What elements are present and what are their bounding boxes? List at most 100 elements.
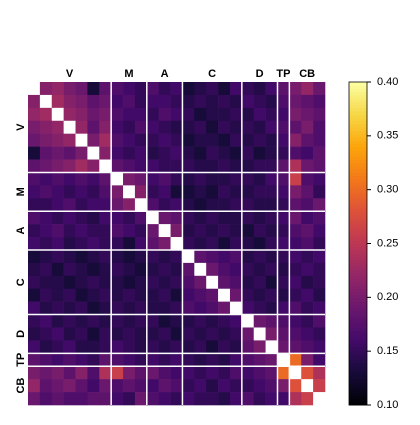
heat-cell	[241, 262, 255, 277]
heat-cell	[194, 120, 207, 134]
heat-cell	[253, 275, 266, 290]
heat-cell	[87, 133, 100, 147]
heat-cell	[277, 353, 290, 367]
heat-cell	[99, 301, 112, 315]
heat-cell	[51, 237, 64, 251]
heat-cell	[123, 275, 136, 290]
heat-cell	[182, 82, 195, 96]
heat-cell	[194, 94, 207, 109]
heat-cell	[194, 172, 207, 186]
heat-cell	[313, 262, 326, 277]
heat-cell	[75, 82, 88, 96]
colorbar-segment	[349, 317, 367, 322]
heat-cell	[123, 237, 136, 251]
group-label-left: V	[15, 123, 27, 131]
heat-cell	[313, 327, 326, 341]
heat-cell	[134, 237, 148, 251]
heat-cell	[39, 133, 53, 147]
heat-cell	[111, 172, 124, 186]
heat-cell	[123, 172, 136, 186]
heat-cell	[301, 133, 314, 147]
colorbar-segment	[349, 127, 367, 131]
colorbar-segment	[349, 114, 367, 119]
heat-cell	[146, 366, 159, 380]
heat-cell	[75, 340, 88, 354]
heat-cell	[277, 314, 290, 328]
heat-cell	[170, 392, 183, 406]
heat-cell	[301, 301, 314, 315]
heat-cell	[218, 107, 231, 122]
colorbar-segment	[349, 227, 367, 232]
heat-cell	[146, 379, 159, 393]
heat-cell	[253, 301, 266, 315]
heat-cell	[182, 262, 195, 277]
heat-cell	[182, 379, 195, 393]
heat-cell	[253, 159, 266, 173]
heat-cell	[277, 120, 290, 134]
heat-cell	[265, 185, 278, 199]
colorbar-segment	[349, 123, 367, 128]
colorbar-segment	[349, 201, 367, 206]
colorbar-segment	[349, 149, 367, 154]
heat-cell	[253, 366, 266, 380]
heat-cell	[194, 133, 207, 147]
heat-cell	[111, 159, 124, 173]
heat-cell	[170, 224, 183, 238]
heat-cell	[158, 366, 171, 380]
heat-cell	[134, 327, 148, 341]
colorbar-segment	[349, 156, 367, 161]
heat-cell	[51, 366, 64, 380]
heat-cell	[313, 379, 326, 393]
heat-cell	[253, 314, 266, 328]
heat-cell	[123, 301, 136, 315]
colorbar-segment	[349, 262, 367, 267]
heat-cell	[301, 82, 314, 96]
heat-cell	[253, 340, 266, 354]
heat-cell	[313, 249, 326, 264]
heat-cell	[28, 107, 41, 122]
heat-cell	[277, 237, 290, 251]
heat-cell	[134, 353, 148, 367]
heat-cell	[253, 107, 266, 122]
heat-cell	[218, 275, 231, 290]
heat-cell	[75, 288, 88, 302]
group-label-left: CB	[15, 378, 27, 394]
colorbar-segment	[349, 249, 367, 254]
heat-cell	[241, 107, 255, 122]
heat-cell	[123, 82, 136, 96]
heat-cell	[170, 82, 183, 96]
heat-cell	[170, 327, 183, 341]
heat-cell	[170, 314, 183, 328]
heat-cell	[87, 159, 100, 173]
heat-cell	[182, 327, 195, 341]
colorbar-segment	[349, 259, 367, 264]
heat-cell	[39, 262, 53, 277]
colorbar-segment	[349, 369, 367, 374]
heat-cell	[170, 94, 183, 109]
heat-cell	[111, 82, 124, 96]
heat-cell	[63, 133, 76, 147]
heat-cell	[182, 301, 195, 315]
heat-cell	[51, 262, 64, 277]
colorbar-segment	[349, 165, 367, 170]
heat-cell	[241, 224, 255, 238]
colorbar-segment	[349, 98, 367, 102]
heat-cell	[206, 392, 219, 406]
group-label-left: A	[15, 227, 27, 235]
colorbar-segment	[349, 104, 367, 109]
heat-cell	[87, 353, 100, 367]
heat-cell	[123, 262, 136, 277]
heat-cell	[146, 392, 159, 406]
heat-cell	[111, 146, 124, 160]
heat-cell	[241, 379, 255, 393]
heat-cell	[123, 146, 136, 160]
heat-cell	[206, 159, 219, 173]
heat-cell	[158, 327, 171, 341]
heat-cell	[158, 353, 171, 367]
heat-cell	[301, 366, 314, 380]
heat-cell	[51, 107, 64, 122]
heat-cell	[265, 353, 278, 367]
heat-cell	[313, 146, 326, 160]
colorbar-segment	[349, 198, 367, 203]
heat-cell	[75, 379, 88, 393]
